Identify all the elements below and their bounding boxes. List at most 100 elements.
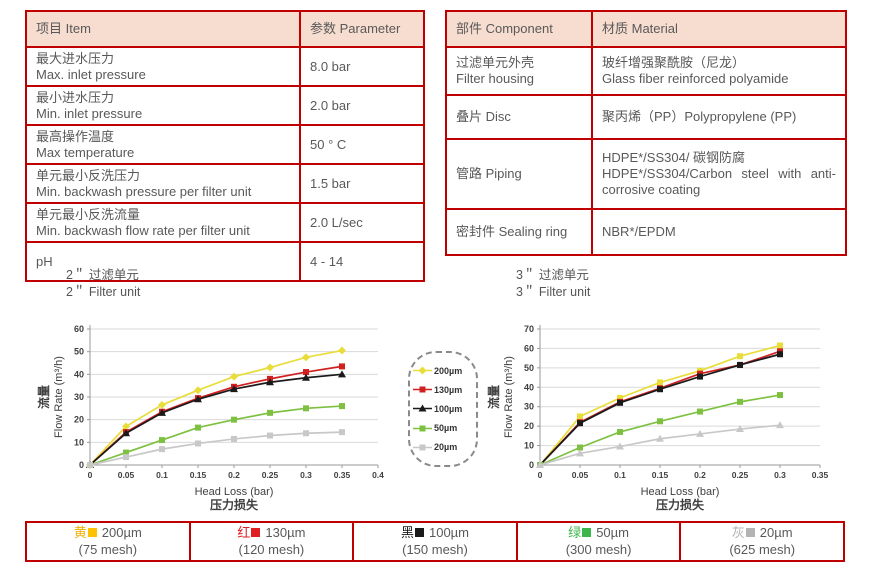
material-table: 部件 Component 材质 Material 过滤单元外壳 Filter ho…	[445, 10, 847, 256]
svg-text:30: 30	[524, 402, 534, 412]
item-cell: 最高操作温度 Max temperature	[25, 124, 301, 165]
mesh-color-name: 灰	[731, 524, 745, 540]
svg-text:60: 60	[524, 343, 534, 353]
svg-text:压力损失: 压力损失	[656, 497, 705, 512]
svg-text:0.15: 0.15	[190, 470, 207, 480]
item-cell: 单元最小反洗流量 Min. backwash flow rate per filt…	[25, 202, 301, 243]
component-cell: 密封件 Sealing ring	[445, 208, 593, 256]
legend-entry: 50µm	[413, 423, 473, 434]
svg-text:40: 40	[524, 382, 534, 392]
svg-text:0: 0	[538, 470, 543, 480]
svg-text:0.35: 0.35	[812, 470, 829, 480]
legend-label: 100µm	[434, 403, 463, 414]
chart-title-zh: 3＂ 过滤单元	[516, 268, 589, 282]
svg-text:70: 70	[524, 324, 534, 334]
svg-text:0.25: 0.25	[262, 470, 279, 480]
mesh-cell-green: 绿 50µm (300 mesh)	[515, 521, 682, 562]
item-cell: 单元最小反洗压力 Min. backwash pressure per filte…	[25, 163, 301, 204]
component-label-zh: 密封件 Sealing ring	[456, 224, 568, 240]
mesh-cell-red: 红 130µm (120 mesh)	[188, 521, 355, 562]
legend-entry: 100µm	[413, 403, 473, 414]
svg-text:10: 10	[524, 441, 534, 451]
material-label-zh: HDPE*/SS304/ 碳钢防腐	[602, 150, 746, 166]
param-cell: 8.0 bar	[299, 46, 425, 87]
material-cell: HDPE*/SS304/ 碳钢防腐 HDPE*/SS304/Carbon stee…	[591, 138, 847, 210]
legend-marker-icon	[413, 386, 432, 393]
legend-entry: 20µm	[413, 442, 473, 453]
svg-text:0.35: 0.35	[334, 470, 351, 480]
item-label-en: Max temperature	[36, 144, 135, 160]
param-cell: 2.0 bar	[299, 85, 425, 126]
svg-text:0: 0	[79, 460, 84, 470]
chart-title-3inch: 3＂ 过滤单元 3＂ Filter unit	[516, 267, 590, 301]
param-cell: 50 ° C	[299, 124, 425, 165]
material-cell: 玻纤增强聚酰胺（尼龙） Glass fiber reinforced polyam…	[591, 46, 847, 96]
svg-text:流量: 流量	[486, 385, 501, 409]
param-cell: 4 - 14	[299, 241, 425, 282]
legend-label: 130µm	[434, 384, 463, 395]
legend-label: 50µm	[434, 423, 458, 434]
legend-marker-icon	[413, 425, 432, 432]
component-label-zh: 过滤单元外壳	[456, 55, 535, 71]
material-table-header-row: 部件 Component 材质 Material	[445, 10, 847, 48]
mesh-count: (625 mesh)	[729, 541, 796, 557]
svg-text:10: 10	[74, 437, 84, 447]
component-label-zh: 叠片 Disc	[456, 109, 511, 125]
mesh-size: 200µm	[101, 524, 142, 540]
svg-text:Head Loss (bar): Head Loss (bar)	[641, 486, 720, 498]
table-row: 最高操作温度 Max temperature 50 ° C	[25, 124, 425, 165]
mesh-color-name: 黑	[400, 524, 414, 540]
material-label-en: HDPE*/SS304/Carbon steel with anti-corro…	[602, 166, 836, 197]
mesh-size: 130µm	[265, 524, 306, 540]
item-label-en: Min. backwash flow rate per filter unit	[36, 222, 250, 238]
table-row: 叠片 Disc 聚丙烯（PP）Polypropylene (PP)	[445, 94, 847, 140]
table-row: 最小进水压力 Min. inlet pressure 2.0 bar	[25, 85, 425, 126]
svg-text:0.3: 0.3	[774, 470, 786, 480]
svg-text:0.05: 0.05	[572, 470, 589, 480]
mesh-size-legend-strip: 黄 200µm (75 mesh) 红 130µm (120 mesh) 黑 100µ…	[25, 521, 845, 562]
mesh-size: 50µm	[596, 524, 629, 540]
mesh-count: (75 mesh)	[78, 541, 138, 557]
svg-text:0: 0	[529, 460, 534, 470]
svg-text:50: 50	[74, 347, 84, 357]
flow-rate-chart-3inch: 0 10 20 30 40 50 60 70 0 0.05 0.1 0.15 0.2 0.25 0.3 0.3…	[486, 324, 829, 512]
material-label-zh: 聚丙烯（PP）Polypropylene (PP)	[602, 109, 797, 125]
chart-title-zh: 2＂ 过滤单元	[66, 268, 139, 282]
svg-text:0.25: 0.25	[732, 470, 749, 480]
svg-text:Head Loss (bar): Head Loss (bar)	[195, 486, 274, 498]
svg-text:20: 20	[524, 421, 534, 431]
item-label-zh: 最小进水压力	[36, 89, 115, 105]
spec-header-parameter: 参数 Parameter	[299, 10, 425, 48]
component-label-en: Filter housing	[456, 71, 535, 86]
svg-text:60: 60	[74, 324, 84, 334]
item-label-en: Max. inlet pressure	[36, 66, 146, 82]
svg-text:0.1: 0.1	[614, 470, 626, 480]
material-label-en: Glass fiber reinforced polyamide	[602, 71, 789, 86]
material-header-material: 材质 Material	[591, 10, 847, 48]
mesh-cell-yellow: 黄 200µm (75 mesh)	[25, 521, 191, 562]
spec-header-item: 项目 Item	[25, 10, 301, 48]
material-label-zh: 玻纤增强聚酰胺（尼龙）	[602, 55, 746, 71]
legend-entry: 200µm	[413, 365, 473, 376]
svg-text:Flow Rate (m³/h): Flow Rate (m³/h)	[53, 356, 65, 438]
svg-text:压力损失: 压力损失	[210, 497, 259, 512]
svg-text:Flow Rate (m³/h): Flow Rate (m³/h)	[503, 356, 515, 438]
material-header-component: 部件 Component	[445, 10, 593, 48]
svg-text:0.1: 0.1	[156, 470, 168, 480]
chart-title-2inch: 2＂ 过滤单元 2＂ Filter unit	[66, 267, 140, 301]
table-row: 单元最小反洗流量 Min. backwash flow rate per filt…	[25, 202, 425, 243]
chart-title-en: 3＂ Filter unit	[516, 284, 591, 299]
item-cell: 最小进水压力 Min. inlet pressure	[25, 85, 301, 126]
svg-text:0.3: 0.3	[300, 470, 312, 480]
flow-rate-chart-2inch: 0 10 20 30 40 50 60 0 0.05 0.1 0.15 0.2 0.25 0.3 0.35 0…	[36, 324, 384, 512]
black-swatch-icon	[414, 527, 424, 537]
mesh-cell-gray: 灰 20µm (625 mesh)	[679, 521, 845, 562]
item-label-zh: 单元最小反洗压力	[36, 167, 141, 183]
item-label-zh: 最高操作温度	[36, 128, 115, 144]
material-cell: NBR*/EPDM	[591, 208, 847, 256]
svg-text:20: 20	[74, 415, 84, 425]
svg-text:0.2: 0.2	[228, 470, 240, 480]
mesh-color-name: 绿	[568, 524, 582, 540]
mesh-count: (120 mesh)	[238, 541, 305, 557]
